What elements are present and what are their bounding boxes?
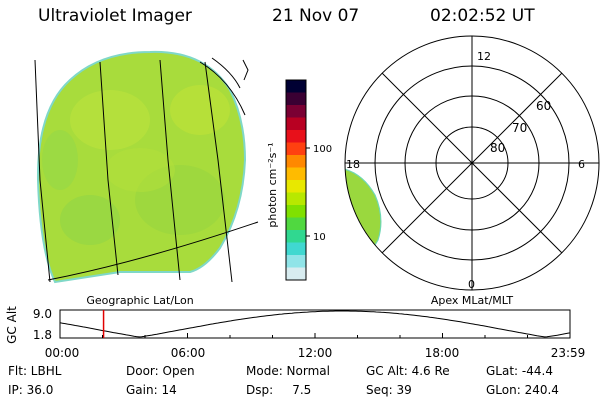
colorbar-band xyxy=(286,192,306,206)
lat-label-80: 80 xyxy=(490,141,505,155)
info-ip: IP: 36.0 xyxy=(8,383,54,397)
colorbar-band xyxy=(286,92,306,106)
polar-diagonal xyxy=(381,72,563,254)
info-dsp: Dsp: 7.5 xyxy=(246,383,312,397)
altitude-ticks xyxy=(59,333,571,338)
parallel-line xyxy=(47,221,259,281)
colorbar-unit-label: photon cm⁻²s⁻¹ xyxy=(266,142,279,227)
header-title: Ultraviolet Imager xyxy=(38,6,192,26)
colorbar-band xyxy=(286,105,306,118)
info-seq: Seq: 39 xyxy=(366,383,412,397)
parallel-line xyxy=(211,57,241,89)
colorbar-band xyxy=(286,117,306,131)
coastline xyxy=(242,59,249,81)
altitude-xtick: 12:00 xyxy=(298,346,333,360)
colorbar-band xyxy=(286,267,306,281)
colorbar xyxy=(285,79,307,281)
altitude-xtick: 18:00 xyxy=(425,346,460,360)
colorbar-band xyxy=(286,155,306,168)
info-glat: GLat: -44.4 xyxy=(486,364,553,378)
altitude-xtick: 23:59 xyxy=(551,346,586,360)
info-flt: Flt: LBHL xyxy=(8,364,62,378)
altitude-xtick: 06:00 xyxy=(171,346,206,360)
earth-image xyxy=(36,50,247,284)
info-gain: Gain: 14 xyxy=(126,383,177,397)
altitude-plot: 9.0 1.8 GC Alt 00:00 06:00 12:00 18:00 2… xyxy=(5,306,585,360)
meridian-line xyxy=(34,59,51,283)
colorbar-band xyxy=(286,180,306,193)
altitude-ylabel: GC Alt xyxy=(5,306,19,344)
info-glon: GLon: 240.4 xyxy=(486,383,559,397)
geographic-grid xyxy=(34,57,259,283)
colorbar-band xyxy=(286,230,306,243)
altitude-ytick: 9.0 xyxy=(33,307,52,321)
colorbar-band xyxy=(286,142,306,156)
altitude-xtick: 00:00 xyxy=(45,346,80,360)
meridian-line xyxy=(204,61,233,283)
colorbar-tick-label: 10 xyxy=(313,232,326,243)
colorbar-band xyxy=(286,205,306,218)
lat-label-60: 60 xyxy=(536,99,551,113)
info-gc-alt: GC Alt: 4.6 Re xyxy=(366,364,450,378)
left-panel-caption: Geographic Lat/Lon xyxy=(86,294,193,307)
header-time: 02:02:52 UT xyxy=(430,6,535,26)
colorbar-band xyxy=(286,80,306,93)
header-date: 21 Nov 07 xyxy=(272,6,360,26)
info-door: Door: Open xyxy=(126,364,195,378)
mlt-label-top: 12 xyxy=(477,50,491,63)
meridian-line xyxy=(159,59,181,281)
colorbar-ticks xyxy=(306,147,310,237)
info-mode: Mode: Normal xyxy=(246,364,330,378)
mlt-label-left: 18 xyxy=(346,158,360,171)
lat-label-70: 70 xyxy=(512,121,527,135)
mlt-label-bottom: 0 xyxy=(468,278,475,291)
polar-caption: Apex MLat/MLT xyxy=(431,294,514,307)
meridian-line xyxy=(99,61,119,276)
mlt-label-right: 6 xyxy=(578,158,585,171)
colorbar-band xyxy=(286,167,306,181)
altitude-ytick: 1.8 xyxy=(33,328,52,342)
colorbar-band xyxy=(286,130,306,143)
colorbar-tick-label: 100 xyxy=(313,144,332,155)
polar-plot: 12 6 0 18 60 70 80 Apex MLat/MLT xyxy=(344,35,600,307)
colorbar-band xyxy=(286,242,306,256)
colorbar-band xyxy=(286,217,306,231)
colorbar-frame xyxy=(285,79,307,281)
parallel-line xyxy=(199,61,246,116)
colorbar-band xyxy=(286,255,306,268)
earth-texture xyxy=(42,85,230,245)
